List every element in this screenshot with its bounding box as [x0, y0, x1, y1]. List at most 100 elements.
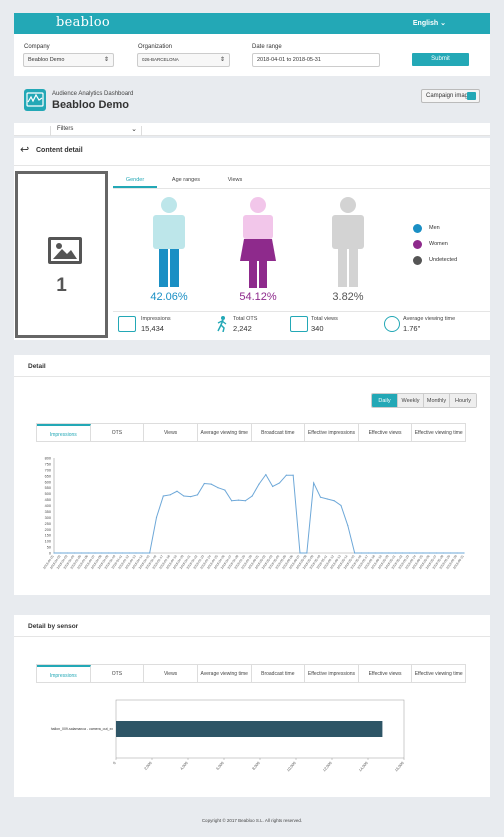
impressions-icon [118, 316, 136, 332]
data-point [463, 552, 465, 554]
data-point [347, 525, 349, 527]
tab-average-viewing-time[interactable]: Average viewing time [198, 665, 252, 682]
stat-impressions-label: Impressions [141, 316, 171, 322]
legend-undetected: Undetected [429, 257, 458, 263]
language-selector[interactable]: English ⌄ [413, 19, 446, 27]
stopwatch-icon [384, 316, 400, 332]
tab-effective-views[interactable]: Effective views [359, 424, 413, 441]
walking-person-icon [215, 316, 229, 333]
logo[interactable]: beabloo [56, 15, 110, 30]
company-select[interactable]: Beabloo Demo ⇕ [23, 53, 114, 67]
stat-views-value: 340 [311, 324, 324, 333]
data-point [381, 552, 383, 554]
tab-views[interactable]: Views [144, 665, 198, 682]
tab-effective-impressions[interactable]: Effective impressions [305, 424, 359, 441]
tab-views[interactable]: Views [227, 177, 243, 183]
divider [113, 188, 490, 189]
organization-select[interactable]: 026-BARCELONA ⇕ [137, 53, 230, 67]
viewer-icon [290, 316, 308, 332]
bar-sensor [116, 721, 383, 737]
y-category-label: hallon_009-salamanca - camera_out_xx [51, 727, 114, 731]
tab-broadcast-time[interactable]: Broadcast time [252, 665, 306, 682]
data-point [60, 552, 62, 554]
stat-ots-label: Total OTS [233, 316, 258, 322]
legend-women: Women [429, 241, 448, 247]
data-point [408, 552, 410, 554]
y-tick-label: 100 [45, 540, 51, 544]
tab-age-ranges[interactable]: Age ranges [171, 177, 201, 183]
data-point [326, 498, 328, 500]
data-point [101, 552, 103, 554]
data-point [142, 552, 144, 554]
y-tick-label: 150 [45, 534, 51, 538]
x-tick-label: 12,000 [322, 761, 333, 772]
content-detail-header: ↩ Content detail [14, 138, 490, 166]
stat-avg-time-value: 1.76" [403, 324, 421, 333]
data-point [87, 552, 89, 554]
period-monthly-button[interactable]: Monthly [424, 394, 450, 407]
tab-effective-viewing-time[interactable]: Effective viewing time [414, 671, 463, 677]
stat-ots-value: 2,242 [233, 324, 252, 333]
period-daily-button[interactable]: Daily [372, 394, 398, 407]
data-point [442, 552, 445, 554]
data-point [162, 495, 164, 497]
tab-effective-viewing-time[interactable]: Effective viewing time [414, 430, 463, 436]
y-tick-label: 500 [45, 492, 51, 496]
tab-gender[interactable]: Gender [113, 173, 157, 188]
submit-button[interactable]: Submit [412, 53, 469, 66]
man-figure-icon [153, 197, 185, 287]
y-tick-label: 300 [45, 516, 51, 520]
campaign-image-button[interactable]: Campaign image [421, 89, 480, 103]
data-point [237, 499, 240, 501]
company-label: Company [24, 44, 50, 50]
sensor-metric-tabs: Impressions OTS Views Average viewing ti… [36, 664, 466, 683]
stat-avg-time-label: Average viewing time [403, 316, 456, 322]
data-point [183, 495, 185, 497]
data-point [265, 474, 267, 476]
sensor-bar-chart: hallon_009-salamanca - camera_out_xx 0 2,0… [51, 699, 405, 773]
period-hourly-button[interactable]: Hourly [450, 394, 476, 407]
data-point [449, 552, 451, 554]
data-point [367, 552, 369, 554]
data-point [190, 495, 192, 498]
tab-impressions[interactable]: Impressions [37, 665, 91, 682]
data-point [415, 552, 417, 554]
divider [113, 311, 490, 312]
x-tick-label: 10,000 [286, 761, 297, 772]
data-point [306, 552, 308, 554]
data-point [121, 552, 123, 554]
y-tick-label: 600 [45, 480, 51, 484]
data-point [388, 552, 390, 554]
content-thumbnail[interactable]: 1 [15, 171, 108, 338]
language-label: English [412, 20, 439, 27]
y-tick-label: 650 [45, 474, 51, 478]
data-point [203, 482, 205, 485]
date-range-input[interactable]: 2018-04-01 to 2018-05-31 [252, 53, 380, 67]
legend-undetected-dot [413, 256, 422, 265]
image-icon [48, 237, 82, 264]
data-point [278, 482, 281, 484]
select-arrows-icon: ⇕ [103, 57, 109, 63]
tab-effective-impressions[interactable]: Effective impressions [305, 665, 359, 682]
filters-toggle[interactable]: Filters ⌄ [50, 126, 142, 136]
company-value: Beabloo Demo [28, 57, 65, 63]
tab-broadcast-time[interactable]: Broadcast time [252, 424, 306, 441]
y-tick-label: 800 [45, 457, 51, 461]
women-percent: 54.12% [239, 291, 277, 303]
content-detail-card: ↩ Content detail 1 Gender Age ranges Vie… [14, 138, 490, 340]
tab-effective-views[interactable]: Effective views [359, 665, 413, 682]
back-arrow-icon[interactable]: ↩ [20, 144, 30, 156]
page-title: Beabloo Demo [52, 99, 130, 111]
tab-views[interactable]: Views [144, 424, 198, 441]
impressions-line-chart: 0 50 100 150 200 250 300 350 400 450 500 550 600 650 7… [42, 457, 465, 570]
tab-ots[interactable]: OTS [91, 424, 145, 441]
data-point [176, 490, 178, 492]
woman-figure-icon [240, 197, 276, 288]
period-weekly-button[interactable]: Weekly [398, 394, 424, 407]
series-line-impressions [54, 473, 464, 554]
tab-average-viewing-time[interactable]: Average viewing time [198, 424, 252, 441]
tab-ots[interactable]: OTS [91, 665, 145, 682]
tab-impressions[interactable]: Impressions [37, 424, 91, 441]
camera-icon [467, 92, 476, 100]
data-point [319, 496, 322, 498]
